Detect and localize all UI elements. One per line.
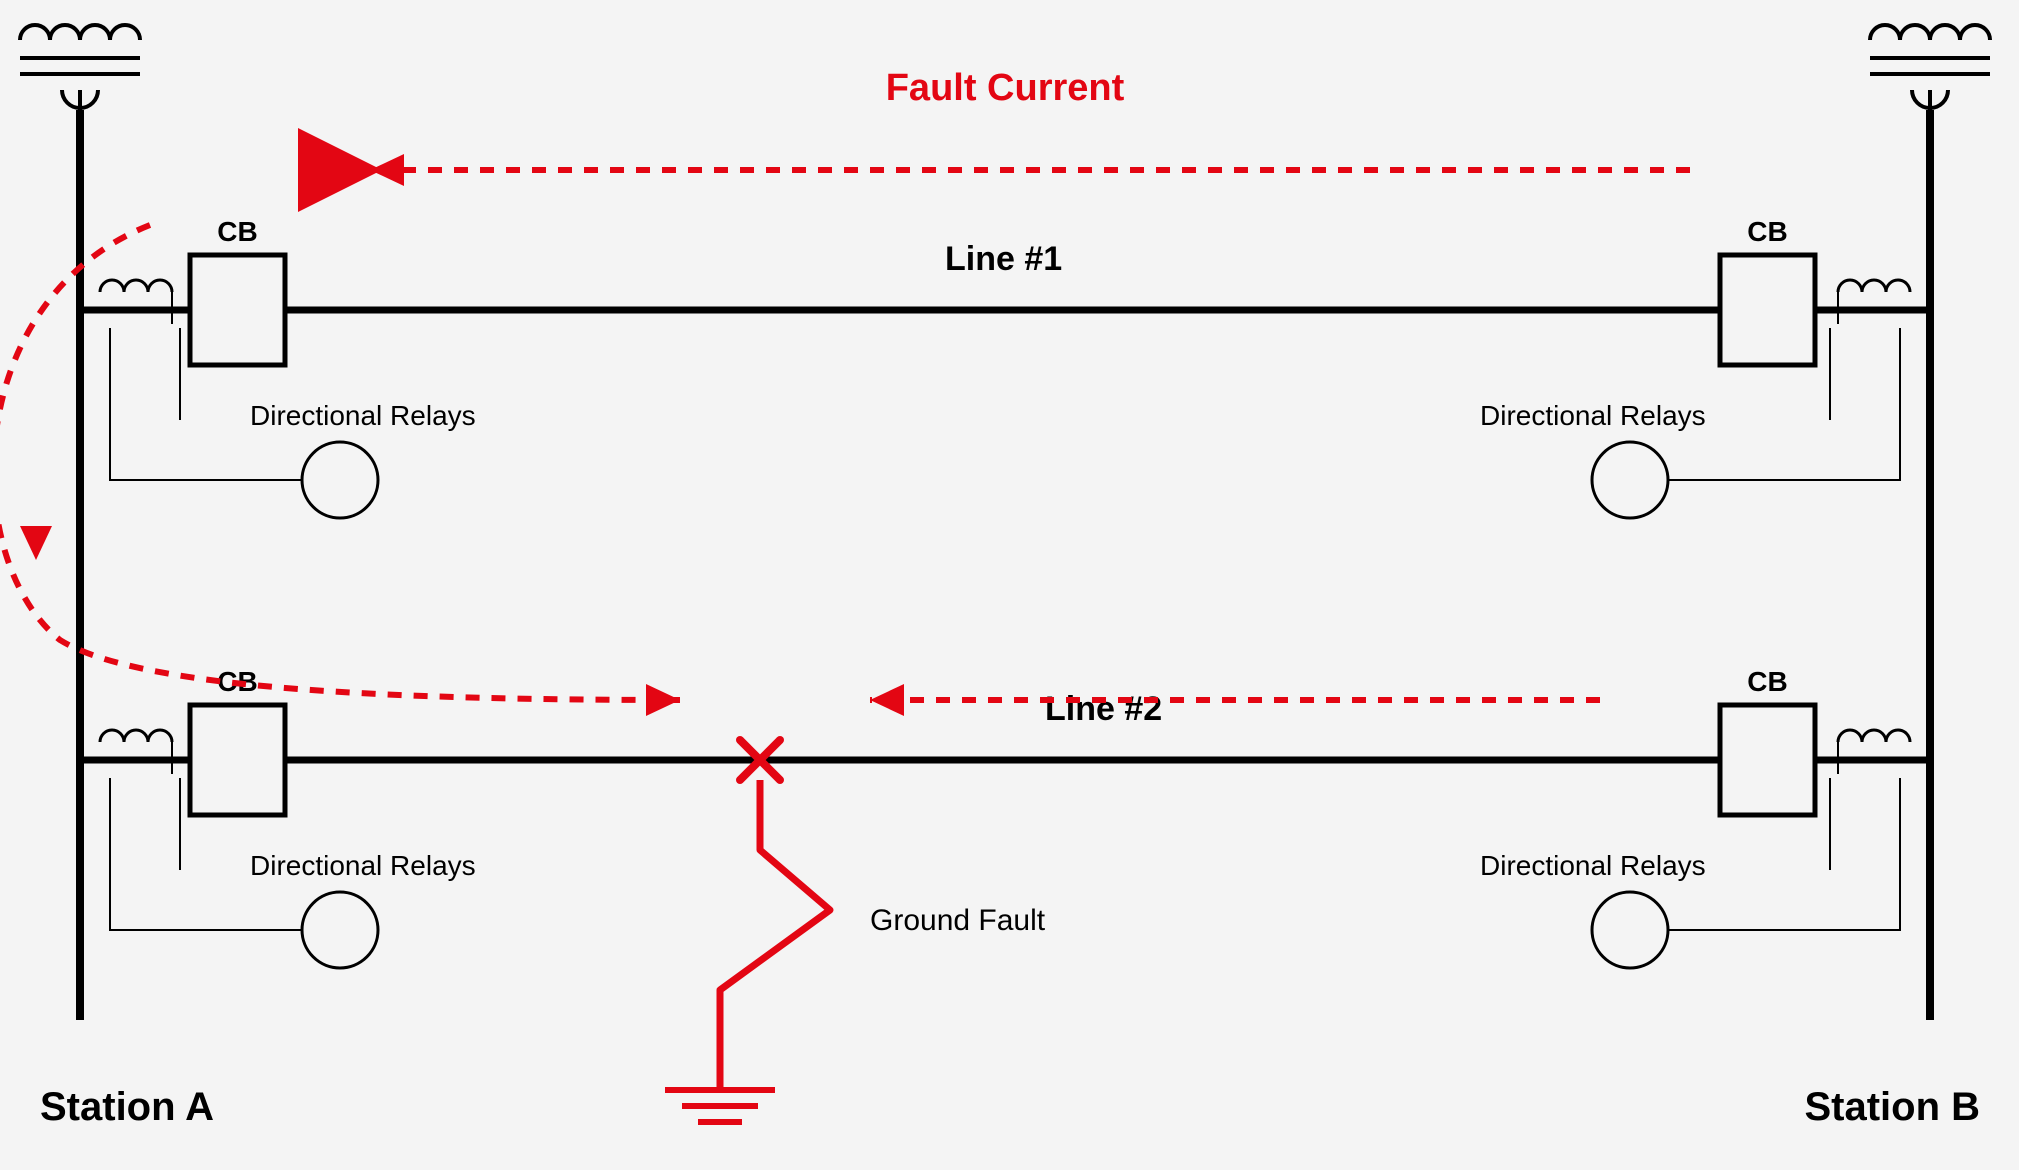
arrowhead-curve (646, 684, 680, 716)
ct-a2 (100, 730, 172, 774)
cb-b2 (1720, 705, 1815, 815)
station-b-label: Station B (1804, 1085, 1980, 1129)
source-symbol-b (1870, 25, 1990, 110)
cb-b2-label: CB (1747, 666, 1787, 697)
line-1-label: Line #1 (945, 240, 1062, 278)
relay-b1-label: Directional Relays (1480, 400, 1706, 431)
relay-b2-label: Directional Relays (1480, 850, 1706, 881)
ct-b1 (1838, 280, 1910, 324)
cb-a2 (190, 705, 285, 815)
line-2-label: Line #2 (1045, 690, 1162, 728)
cb-b1 (1720, 255, 1815, 365)
source-symbol-a (20, 25, 140, 110)
arrowhead-top (370, 154, 404, 186)
arrowhead-curve-down (20, 526, 52, 560)
ct-a1 (100, 280, 172, 324)
fault-current-label: Fault Current (886, 67, 1125, 109)
ground-fault-label: Ground Fault (870, 904, 1046, 937)
cb-a1-label: CB (217, 216, 257, 247)
cb-b1-label: CB (1747, 216, 1787, 247)
station-a-label: Station A (40, 1085, 214, 1129)
relay-a1-label: Directional Relays (250, 400, 476, 431)
ct-b2 (1838, 730, 1910, 774)
relay-a2-label: Directional Relays (250, 850, 476, 881)
arrowhead-right (870, 684, 904, 716)
ground-fault-symbol (665, 740, 830, 1122)
cb-a1 (190, 255, 285, 365)
